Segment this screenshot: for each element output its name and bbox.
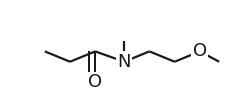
Text: O: O (88, 73, 102, 91)
Text: O: O (193, 42, 207, 60)
Text: N: N (118, 53, 131, 71)
